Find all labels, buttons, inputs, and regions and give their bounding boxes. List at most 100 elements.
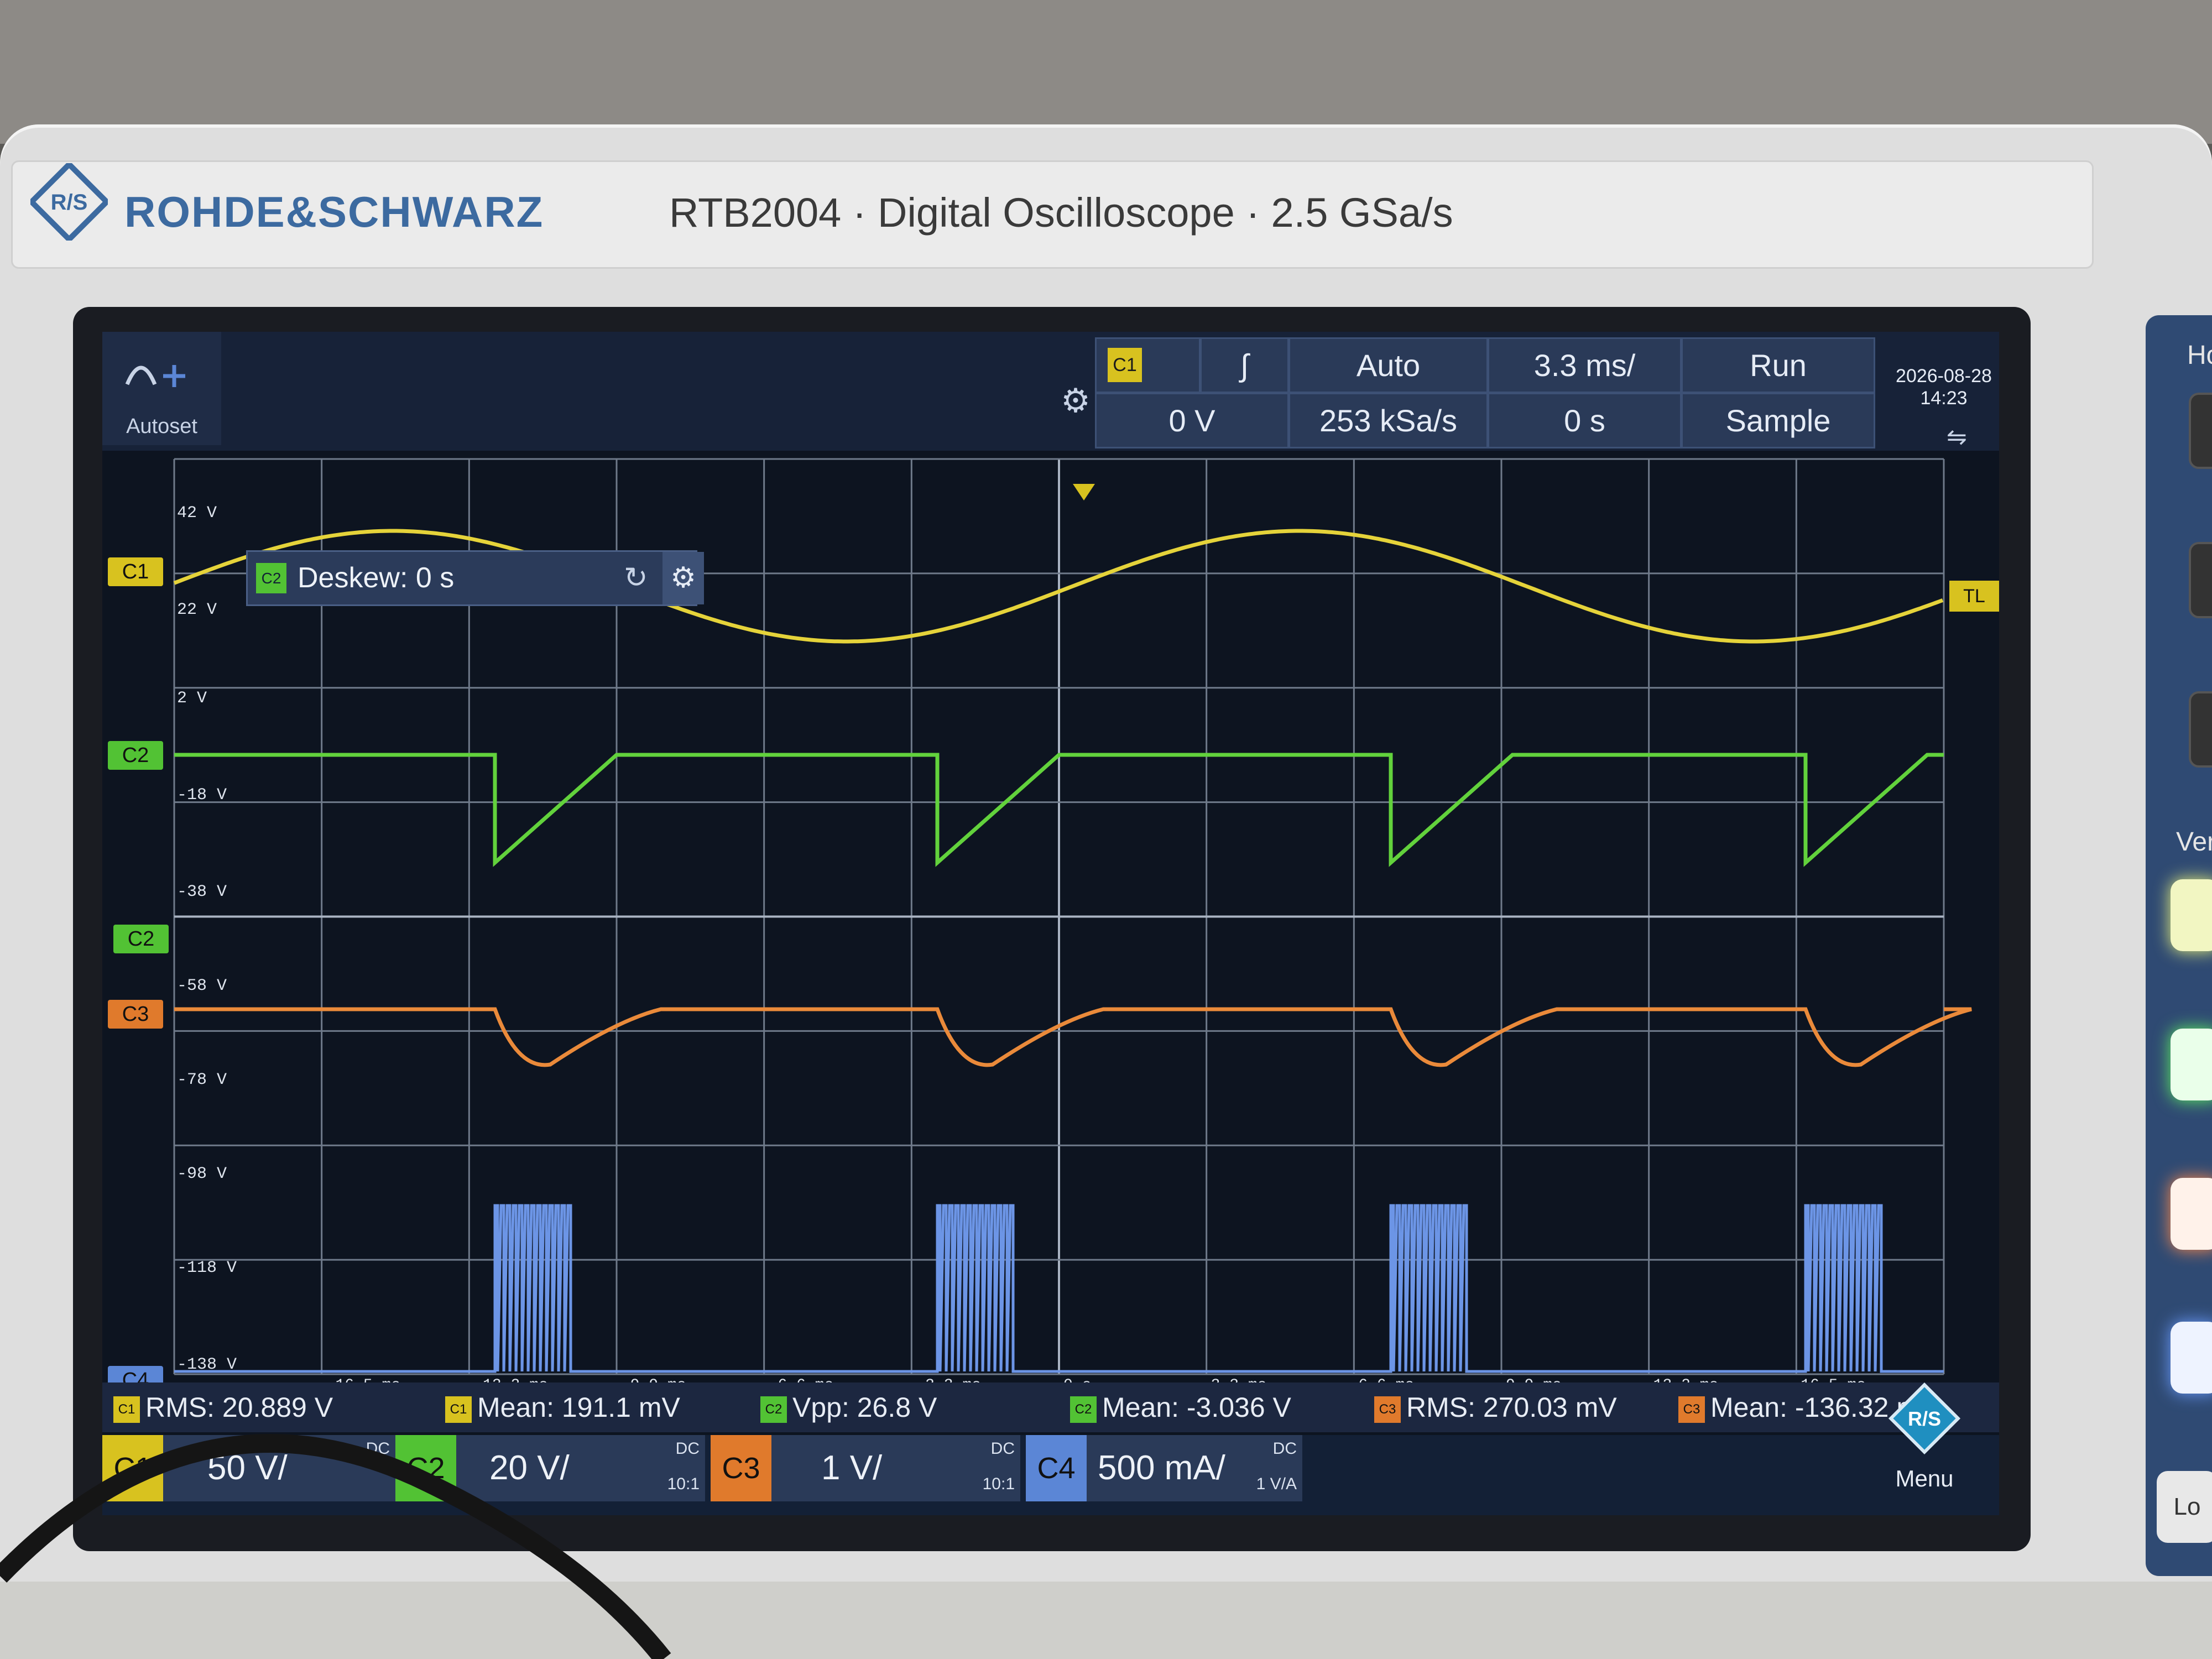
c3-probe: 10:1 — [982, 1475, 1015, 1493]
model-line: RTB2004 · Digital Oscilloscope · 2.5 GSa… — [669, 190, 1453, 236]
ch2-button[interactable] — [2171, 1029, 2212, 1100]
c4-probe: 1 V/A — [1256, 1475, 1297, 1493]
measurement-4[interactable]: C2 Mean: -3.036 V — [1070, 1383, 1291, 1432]
ch1-button[interactable] — [2171, 879, 2212, 951]
autoset-icon — [125, 365, 185, 387]
run-state: Run — [1750, 348, 1807, 383]
c4-channel-cell[interactable]: C4 500 mA/ DC 1 V/A — [1026, 1435, 1302, 1501]
c3-waveform — [174, 1007, 1972, 1067]
menu-button[interactable]: R/S Menu — [1872, 1377, 1977, 1499]
deskew-settings-icon[interactable]: ⚙ — [662, 552, 704, 604]
run-state-cell[interactable]: Run — [1681, 337, 1875, 393]
usb-icon: ⇋ — [1947, 424, 1967, 451]
measurement-3[interactable]: C2 Vpp: 26.8 V — [760, 1383, 937, 1432]
lower-button[interactable]: Lo — [2157, 1471, 2212, 1543]
measurement-2-channel: C1 — [445, 1396, 472, 1423]
measurement-6[interactable]: C3 Mean: -136.32 m — [1678, 1383, 1919, 1432]
measurement-4-text: Mean: -3.036 V — [1102, 1392, 1291, 1423]
time-offset: 0 s — [1564, 403, 1605, 438]
ch4-button[interactable] — [2171, 1322, 2212, 1394]
measurement-5[interactable]: C3 RMS: 270.03 mV — [1374, 1383, 1617, 1432]
voltage-axis-labels: 42 V 22 V 2 V -18 V -38 V -58 V -78 V -98 V -118… — [177, 504, 237, 1374]
voltage-label: -18 V — [177, 786, 227, 805]
reset-icon[interactable]: ↻ — [624, 562, 648, 594]
c3-scale: 1 V/ — [821, 1449, 883, 1487]
time-scale-cell[interactable]: 3.3 ms/ — [1488, 337, 1682, 393]
top-toolbar: Autoset ⚙ C1 ∫ 0 V Auto 253 kSa/s 3.3 ms… — [102, 332, 1999, 451]
horizontal-section-label: Ho — [2187, 341, 2212, 370]
measurement-1-text: RMS: 20.889 V — [145, 1392, 333, 1423]
sample-rate-cell[interactable]: 253 kSa/s — [1288, 393, 1488, 448]
c2-coupling: DC — [675, 1439, 700, 1458]
trigger-source: C1 — [1108, 348, 1142, 382]
channel-bar: C1 50 V/ DC C2 20 V/ DC 10:1 C3 1 V/ DC … — [102, 1435, 1999, 1515]
trigger-slope-cell[interactable]: ∫ — [1200, 337, 1289, 393]
measurement-6-text: Mean: -136.32 m — [1710, 1392, 1919, 1423]
measurement-3-channel: C2 — [760, 1396, 787, 1423]
measurement-3-text: Vpp: 26.8 V — [792, 1392, 937, 1423]
background-wall — [0, 0, 2212, 144]
measurement-5-channel: C3 — [1374, 1396, 1401, 1423]
rising-edge-icon: ∫ — [1240, 348, 1249, 383]
trigger-level-cell[interactable]: 0 V — [1095, 393, 1289, 448]
measurement-1-channel: C1 — [113, 1396, 140, 1423]
date-time: 2026-08-28 14:23 — [1888, 365, 1999, 409]
probe-cable — [0, 1434, 671, 1659]
svg-text:R/S: R/S — [51, 190, 88, 215]
c2-deskew-tag[interactable]: C2 — [113, 925, 169, 953]
c3-channel-name: C3 — [711, 1435, 771, 1501]
measurement-1[interactable]: C1 RMS: 20.889 V — [113, 1383, 333, 1432]
menu-label: Menu — [1895, 1465, 1954, 1491]
horizontal-scale-knob[interactable] — [2189, 691, 2212, 768]
trigger-mode-cell[interactable]: Auto — [1288, 337, 1488, 393]
voltage-label: -58 V — [177, 977, 227, 995]
acquisition-mode-cell[interactable]: Sample — [1681, 393, 1875, 448]
rs-logo-icon: R/S — [30, 163, 108, 241]
time-scale: 3.3 ms/ — [1533, 348, 1636, 383]
deskew-value[interactable]: Deskew: 0 s — [298, 562, 455, 594]
brand-strip — [11, 160, 2094, 269]
c2-waveform — [174, 753, 1944, 867]
c3-channel-cell[interactable]: C3 1 V/ DC 10:1 — [711, 1435, 1020, 1501]
voltage-label: -98 V — [177, 1165, 227, 1183]
measurement-2-text: Mean: 191.1 mV — [477, 1392, 680, 1423]
time-offset-cell[interactable]: 0 s — [1488, 393, 1682, 448]
trigger-position-marker[interactable] — [1073, 484, 1095, 500]
c2-probe: 10:1 — [667, 1475, 700, 1493]
c2-scale: 20 V/ — [489, 1449, 570, 1487]
c1-offset-tag[interactable]: C1 — [108, 557, 163, 586]
measurement-6-channel: C3 — [1678, 1396, 1705, 1423]
trigger-mode: Auto — [1356, 348, 1421, 383]
ch3-button[interactable] — [2171, 1178, 2212, 1250]
trigger-level-tag[interactable]: TL — [1949, 581, 1999, 612]
horizontal-knob[interactable] — [2189, 393, 2212, 469]
c3-coupling: DC — [990, 1439, 1015, 1458]
measurement-5-text: RMS: 270.03 mV — [1406, 1392, 1617, 1423]
voltage-label: -78 V — [177, 1071, 227, 1089]
c2-offset-tag[interactable]: C2 — [108, 741, 163, 770]
deskew-popup[interactable]: C2 Deskew: 0 s ↻ ⚙ — [246, 550, 704, 606]
trigger-source-cell[interactable]: C1 — [1095, 337, 1201, 393]
measurement-2[interactable]: C1 Mean: 191.1 mV — [445, 1383, 680, 1432]
brand-name: ROHDE&SCHWARZ — [124, 187, 544, 236]
c1-waveform — [173, 529, 1944, 644]
svg-text:R/S: R/S — [1908, 1407, 1941, 1430]
deskew-channel: C2 — [256, 563, 286, 593]
voltage-label: -118 V — [177, 1259, 237, 1277]
sample-rate: 253 kSa/s — [1319, 403, 1458, 438]
rs-menu-logo-icon: R/S — [1888, 1382, 1961, 1455]
trigger-level: 0 V — [1168, 403, 1215, 438]
acquisition-mode: Sample — [1725, 403, 1831, 438]
autoset-label: Autoset — [126, 415, 197, 438]
c3-offset-tag[interactable]: C3 — [108, 1000, 163, 1029]
c4-coupling: DC — [1272, 1439, 1297, 1458]
waveform-display: 42 V 22 V 2 V -18 V -38 V -58 V -78 V -98 V -118… — [173, 458, 1972, 1394]
settings-gear-icon[interactable]: ⚙ — [1061, 382, 1091, 419]
oscilloscope-screen: Autoset ⚙ C1 ∫ 0 V Auto 253 kSa/s 3.3 ms… — [102, 332, 1999, 1515]
date: 2026-08-28 — [1896, 366, 1992, 387]
measurement-4-channel: C2 — [1070, 1396, 1097, 1423]
autoset-button[interactable]: Autoset — [102, 332, 221, 445]
horizontal-position-knob[interactable] — [2189, 542, 2212, 618]
c4-channel-name: C4 — [1026, 1435, 1087, 1501]
voltage-label: 42 V — [177, 504, 217, 523]
